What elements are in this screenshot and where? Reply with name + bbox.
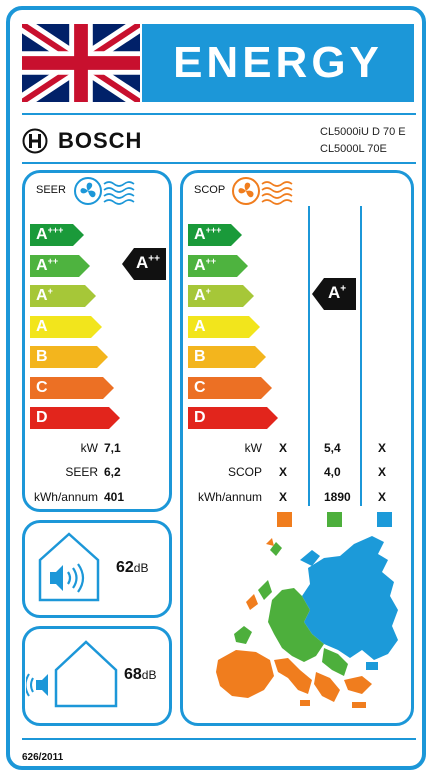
mid-divider: [22, 162, 416, 164]
scop-scale-label: A: [194, 317, 206, 335]
scop-kwh-average: 1890: [324, 490, 351, 504]
average-zone-region: [234, 542, 348, 676]
regulation-number: 626/2011: [22, 752, 64, 763]
uk-flag-icon: [22, 24, 140, 102]
cold-zone-swatch: [377, 512, 392, 527]
seer-class-text: A++: [136, 253, 160, 272]
seer-row-value-seer: 6,2: [104, 465, 121, 479]
seer-scale-bar: A++: [30, 254, 90, 277]
energy-title: ENERGY: [173, 38, 383, 87]
seer-scale-bar: A: [30, 315, 102, 338]
indoor-noise-icon: [38, 532, 100, 602]
top-divider: [22, 113, 416, 115]
scop-column-divider-2: [360, 206, 362, 506]
model-name-1: CL5000iU D 70 E: [320, 126, 406, 138]
bosch-logo-icon: [22, 128, 48, 154]
brand-name: BOSCH: [58, 128, 143, 153]
seer-scale-bar: C: [30, 376, 114, 399]
scop-scale-bar: D: [188, 407, 278, 429]
bottom-divider: [22, 738, 416, 740]
outdoor-noise-icon: [26, 640, 118, 708]
cold-zone-region: [300, 536, 398, 670]
seer-row-label-kw: kW: [80, 441, 98, 455]
average-zone-swatch: [327, 512, 342, 527]
scop-kw-average: 5,4: [324, 441, 341, 455]
seer-label: SEER: [36, 184, 66, 196]
indoor-noise-panel: [22, 520, 172, 618]
scop-scale-label: A+: [194, 286, 211, 304]
seer-row-label-seer: SEER: [65, 465, 98, 479]
seer-scale-label: A+++: [36, 225, 64, 243]
scop-scale-label: D: [194, 409, 206, 426]
seer-scale-label: D: [36, 409, 48, 426]
energy-banner: ENERGY: [142, 24, 414, 102]
scop-scop-average: 4,0: [324, 465, 341, 479]
scop-row-label-kwh: kWh/annum: [197, 490, 262, 504]
warm-zone-region: [216, 538, 372, 708]
outdoor-noise-value: 68dB: [124, 666, 157, 683]
heating-fan-icon: [232, 177, 293, 205]
label-frame: [6, 6, 426, 770]
seer-scale-bar: B: [30, 346, 108, 368]
scop-class-text: A+: [328, 283, 347, 302]
scop-scale-label: B: [194, 348, 206, 365]
scop-scop-warm: X: [279, 465, 288, 479]
scop-scale-bar: A: [188, 315, 260, 338]
scop-panel: [180, 170, 414, 726]
scop-scale-bar: A++: [188, 254, 248, 277]
seer-row-value-kwh: 401: [104, 490, 125, 504]
scop-scale-bar: A+: [188, 285, 254, 307]
scop-scale-label: C: [194, 378, 206, 396]
scop-label: SCOP: [194, 184, 226, 196]
indoor-noise-value: 62dB: [116, 559, 149, 576]
seer-scale-label: B: [36, 348, 48, 365]
seer-scale-label: C: [36, 378, 48, 396]
seer-scale-label: A: [36, 317, 48, 335]
scop-scale-bar: A+++: [188, 224, 242, 246]
scop-row-label-kw: kW: [244, 441, 262, 455]
seer-row-label-kwh: kWh/annum: [33, 490, 98, 504]
scop-scale-bar: B: [188, 346, 266, 368]
europe-climate-map: [216, 536, 398, 708]
seer-row-value-kw: 7,1: [104, 441, 121, 455]
scop-scop-cold: X: [378, 465, 387, 479]
scop-kwh-cold: X: [378, 490, 387, 504]
cooling-fan-icon: [74, 177, 135, 205]
scop-scale-label: A+++: [194, 225, 222, 243]
seer-scale-bar: D: [30, 407, 120, 429]
seer-panel: [22, 170, 172, 512]
model-name-2: CL5000L 70E: [320, 143, 387, 155]
scop-scale-label: A++: [194, 255, 217, 274]
seer-class-arrow: A++: [122, 248, 166, 280]
seer-scale-label: A++: [36, 255, 59, 274]
scop-scale-bar: C: [188, 376, 272, 399]
scop-column-divider-1: [308, 206, 310, 506]
outdoor-noise-panel: [22, 626, 172, 726]
seer-scale-bar: A+++: [30, 224, 84, 246]
scop-row-label-scop: SCOP: [227, 465, 262, 479]
seer-scale-bar: A+: [30, 285, 96, 307]
seer-scale-label: A+: [36, 286, 53, 304]
scop-kwh-warm: X: [279, 490, 288, 504]
scop-kw-warm: X: [279, 441, 288, 455]
scop-class-arrow: A+: [312, 278, 356, 310]
warm-zone-swatch: [277, 512, 292, 527]
scop-kw-cold: X: [378, 441, 387, 455]
